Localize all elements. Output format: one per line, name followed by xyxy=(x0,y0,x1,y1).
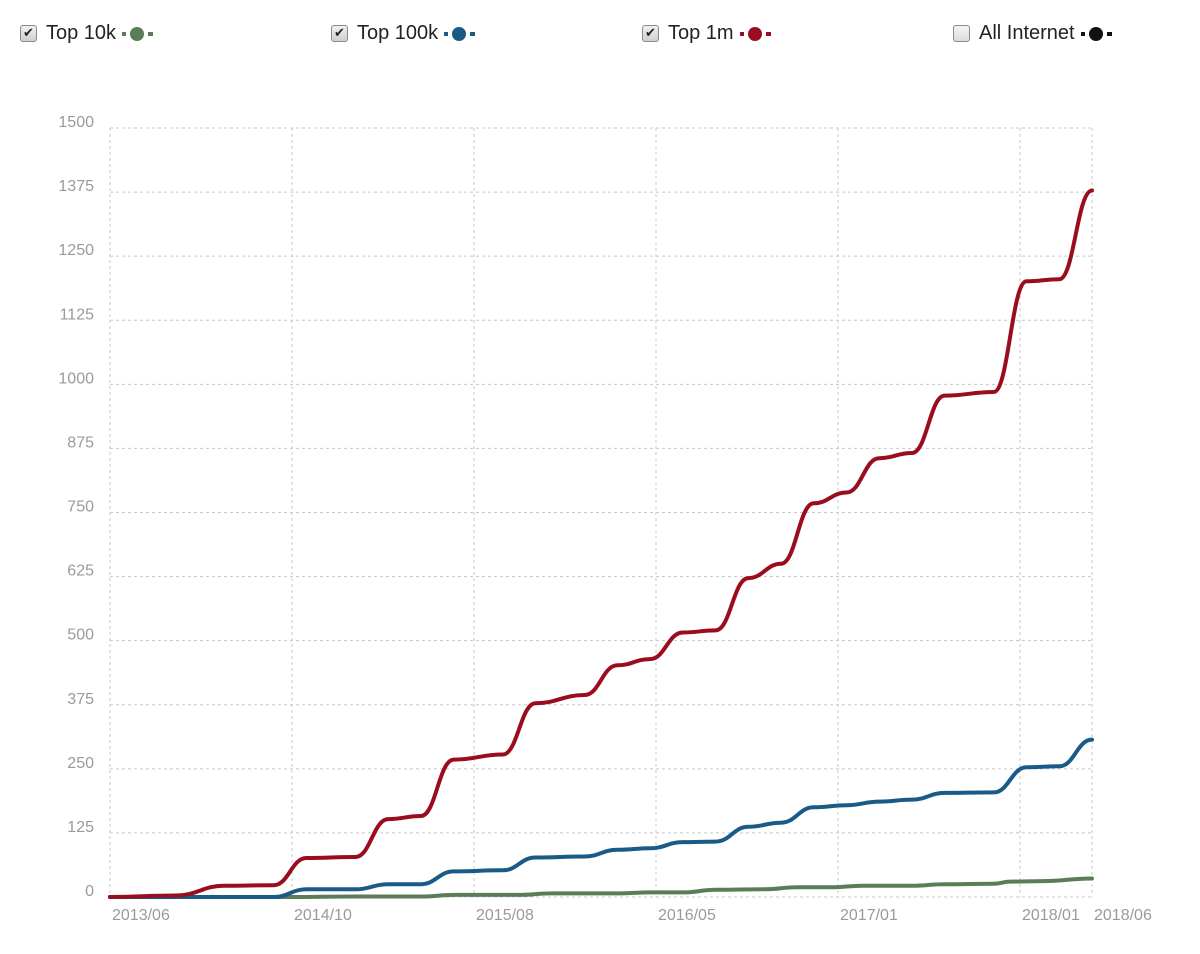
legend-item-all-internet[interactable]: All Internet xyxy=(953,22,1115,45)
legend-item-top-100k[interactable]: ✔ Top 100k xyxy=(331,22,478,45)
x-tick-label: 2018/01 xyxy=(1022,907,1080,924)
y-tick-label: 625 xyxy=(67,563,94,580)
series-lines xyxy=(108,188,1094,900)
series-line-top-1m xyxy=(108,188,1094,899)
top-100k-line-marker-icon xyxy=(444,26,476,41)
x-tick-label: 2016/05 xyxy=(658,907,716,924)
x-tick-label: 2015/08 xyxy=(476,907,534,924)
marker-dash xyxy=(444,31,449,36)
y-tick-label: 1125 xyxy=(60,306,95,323)
legend-label-top-1m: Top 1m xyxy=(668,22,734,44)
all-internet-checkbox[interactable] xyxy=(953,25,970,42)
y-axis-ticks: 0 125 250 375 500 625 750 875 1000 1125 1250 1375 15… xyxy=(58,114,94,900)
series-line-top-10k xyxy=(108,876,1094,900)
marker-dash xyxy=(765,31,771,36)
marker-dot xyxy=(452,26,467,41)
x-tick-label: 2014/10 xyxy=(294,907,352,924)
marker-dot xyxy=(747,26,762,41)
y-tick-label: 875 xyxy=(67,434,94,451)
y-tick-label: 1250 xyxy=(58,242,94,259)
legend-item-top-1m[interactable]: ✔ Top 1m xyxy=(642,22,774,45)
y-tick-label: 500 xyxy=(67,627,94,644)
x-tick-label: 2018/06 xyxy=(1094,907,1152,924)
legend-label-all-internet: All Internet xyxy=(979,22,1075,44)
top-10k-line-marker-icon xyxy=(122,26,154,41)
x-axis-ticks: 2013/06 2014/10 2015/08 2016/05 2017/01 2018/… xyxy=(112,907,1152,924)
legend: ✔ Top 10k ✔ Top 100k ✔ Top 1m All Intern… xyxy=(0,0,1200,70)
marker-dot xyxy=(1088,26,1103,41)
x-tick-label: 2017/01 xyxy=(840,907,898,924)
legend-label-top-10k: Top 10k xyxy=(46,22,117,44)
x-tick-label: 2013/06 xyxy=(112,907,170,924)
y-tick-label: 250 xyxy=(67,755,94,772)
y-tick-label: 750 xyxy=(67,499,94,516)
series-line-top-100k xyxy=(108,737,1094,900)
marker-dash xyxy=(1080,31,1085,36)
marker-dash xyxy=(739,31,744,36)
top-10k-checkbox[interactable]: ✔ xyxy=(20,25,37,42)
top-1m-checkbox[interactable]: ✔ xyxy=(642,25,659,42)
top-1m-line-marker-icon xyxy=(739,26,771,41)
y-tick-label: 1375 xyxy=(58,178,94,195)
y-tick-label: 1500 xyxy=(58,114,94,131)
marker-dash xyxy=(122,31,127,36)
marker-dash xyxy=(148,31,154,36)
top-100k-checkbox[interactable]: ✔ xyxy=(331,25,348,42)
y-tick-label: 375 xyxy=(67,691,94,708)
gridlines xyxy=(109,127,1093,898)
legend-label-top-100k: Top 100k xyxy=(357,22,439,44)
all-internet-line-marker-icon xyxy=(1080,26,1112,41)
marker-dash xyxy=(1106,31,1112,36)
y-tick-label: 1000 xyxy=(58,370,94,387)
y-tick-label: 125 xyxy=(67,819,94,836)
y-tick-label: 0 xyxy=(85,883,94,900)
marker-dot xyxy=(130,26,145,41)
marker-dash xyxy=(470,31,476,36)
legend-item-top-10k[interactable]: ✔ Top 10k xyxy=(20,22,156,45)
